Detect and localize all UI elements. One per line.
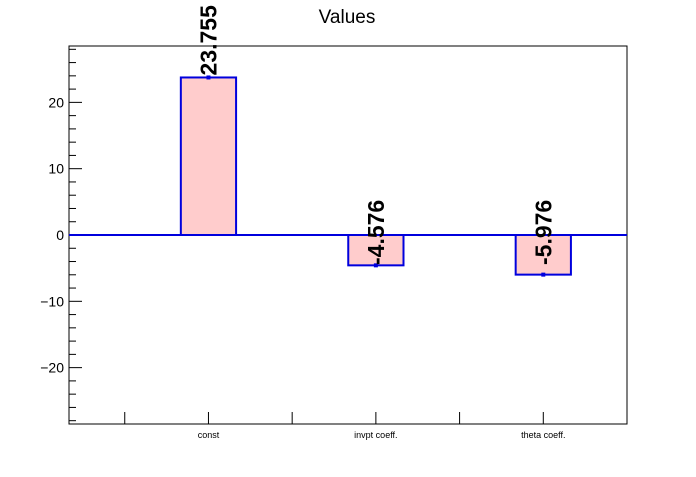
chart-title: Values (319, 7, 376, 28)
bar-value-labels: 23.755 -4.576 -5.976 (195, 5, 556, 265)
y-tick-label: 10 (48, 161, 64, 177)
bar-value-marker (541, 272, 546, 277)
y-axis-ticks (69, 48, 82, 422)
x-tick-label: const (198, 430, 220, 440)
bar-value-marker (206, 75, 211, 80)
bar-value-label: -4.576 (363, 200, 389, 265)
bar-value-label: 23.755 (195, 5, 221, 76)
bar-value-label: -5.976 (530, 200, 556, 265)
y-tick-label: 20 (48, 94, 64, 110)
bars (179, 75, 572, 277)
y-tick-label: 0 (56, 227, 64, 243)
x-axis-tick-labels: const invpt coeff. theta coeff. (198, 430, 566, 440)
y-tick-label: −10 (40, 293, 64, 309)
x-tick-label: invpt coeff. (354, 430, 397, 440)
bar (179, 76, 238, 236)
y-tick-label: −20 (40, 360, 64, 376)
x-tick-label: theta coeff. (521, 430, 565, 440)
x-axis-ticks (124, 412, 544, 424)
y-axis-tick-labels: −20 −10 0 10 20 (40, 94, 64, 375)
bar-value-marker (373, 263, 378, 268)
